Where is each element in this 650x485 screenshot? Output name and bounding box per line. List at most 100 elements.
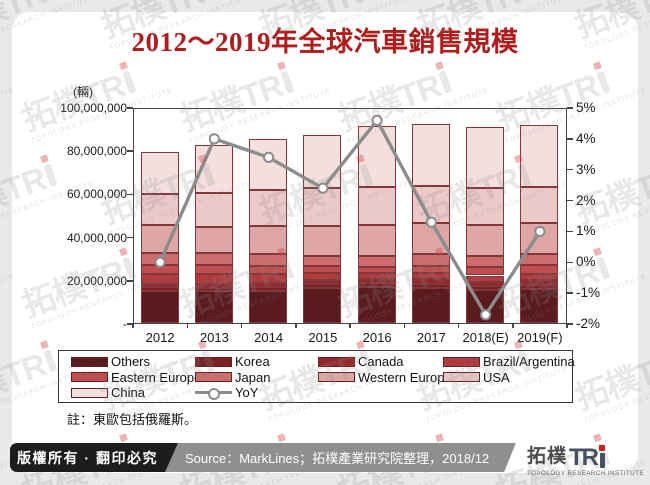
legend-item-brazil-argentina: Brazil/Argentina	[443, 354, 575, 369]
y-axis-right-tick	[567, 323, 573, 325]
x-axis-tick	[186, 324, 188, 328]
y-axis-right-tick	[567, 199, 573, 202]
legend-swatch-icon	[195, 356, 232, 367]
bar-segment-usa	[194, 192, 233, 227]
legend-label: YoY	[235, 385, 259, 401]
tri-logo-cjk: 拓樸	[527, 446, 568, 467]
x-axis-tick-label: 2016	[362, 330, 392, 345]
bar-segment-canada	[520, 280, 559, 285]
y-axis-right-tick-label: 5%	[576, 100, 596, 115]
x-axis-tick	[295, 324, 297, 328]
note-text: 註：東歐包括俄羅斯。	[67, 412, 198, 427]
bar-segment-eastern-europe	[520, 265, 559, 274]
bar-segment-others	[249, 290, 288, 323]
legend-label: Korea	[235, 354, 270, 370]
bar-segment-korea	[249, 286, 288, 291]
bar-segment-western-europe	[411, 223, 450, 255]
bar-segment-eastern-europe	[194, 264, 233, 274]
bar-segment-japan	[520, 253, 559, 266]
y-axis-left-tick	[127, 193, 133, 196]
bar-segment-korea	[520, 284, 559, 289]
bar-segment-canada	[140, 283, 179, 288]
y-axis-left-tick-label: 80,000,000	[66, 144, 127, 159]
legend-swatch-icon	[71, 387, 108, 398]
legend-item-japan: Japan	[195, 370, 318, 385]
x-axis-tick	[132, 324, 134, 328]
y-axis-right-tick-label: 4%	[576, 130, 596, 146]
legend-swatch-icon	[318, 356, 355, 367]
y-axis-right-tick	[567, 138, 573, 140]
bar-segment-usa	[303, 188, 342, 227]
y-axis-right-tick	[567, 168, 573, 171]
legend-swatch-icon	[443, 372, 480, 383]
y-axis-unit-label: (輛)	[73, 85, 93, 99]
bar-segment-japan	[357, 255, 396, 267]
bar-segment-eastern-europe	[140, 264, 179, 274]
x-axis-tick-label: 2014	[254, 330, 284, 345]
bar-segment-others	[357, 286, 396, 323]
plot-area	[133, 108, 567, 324]
x-axis-tick	[349, 324, 351, 328]
bar-segment-korea	[466, 286, 505, 291]
bar-segment-western-europe	[194, 226, 233, 254]
bar-segment-china	[520, 125, 559, 187]
legend-item-korea: Korea	[195, 354, 318, 369]
bar-segment-western-europe	[520, 223, 559, 254]
bar-segment-brazil-argentina	[357, 273, 396, 279]
y-axis-right-tick	[567, 107, 573, 109]
bar-segment-usa	[411, 186, 450, 224]
bar-segment-brazil-argentina	[140, 273, 179, 284]
y-axis-left-tick	[127, 280, 133, 282]
x-axis-tick	[512, 324, 514, 328]
bar-segment-japan	[249, 253, 288, 266]
x-axis-tick-label: 2018(E)	[462, 330, 509, 345]
bar-segment-canada	[411, 279, 450, 284]
x-axis-tick-label: 2012	[145, 330, 175, 345]
bar-segment-western-europe	[303, 226, 342, 256]
legend-label: Others	[111, 354, 151, 370]
legend-box: Others Korea Canada Brazil/Argentina Eastern…	[58, 350, 575, 403]
footer-source-bar: Source：MarkLines；拓樸產業研究院整理，2018/12	[159, 443, 516, 472]
legend-item-usa: USA	[443, 370, 575, 385]
legend-item-western-europe: Western Europe	[318, 370, 452, 385]
y-axis-left-tick	[127, 236, 133, 239]
y-axis-left-tick-label: -	[123, 317, 127, 331]
legend-swatch-icon	[71, 356, 108, 367]
bar-segment-usa	[140, 194, 179, 226]
bar-segment-canada	[303, 279, 342, 284]
bar-segment-china	[140, 152, 179, 195]
bar-segment-others	[140, 290, 179, 323]
bar-segment-western-europe	[249, 225, 288, 254]
bar-segment-korea	[357, 282, 396, 287]
bar-segment-korea	[140, 287, 179, 291]
bar-segment-brazil-argentina	[194, 273, 233, 284]
y-axis-right-tick	[567, 292, 573, 294]
yoy-line-icon	[195, 387, 232, 400]
bar-segment-western-europe	[140, 225, 179, 254]
bar-segment-usa	[249, 190, 288, 226]
bar-segment-eastern-europe	[357, 266, 396, 274]
x-axis-tick-label: 2013	[199, 330, 229, 345]
y-axis-left-tick-label: 20,000,000	[66, 273, 127, 288]
bar-segment-others	[466, 290, 505, 323]
x-axis-tick	[566, 324, 568, 328]
chart-title: 2012～2019年全球汽車銷售規模	[131, 27, 519, 57]
bar-segment-canada	[466, 281, 505, 287]
bar-segment-china	[357, 126, 396, 187]
bar-segment-eastern-europe	[466, 267, 505, 276]
bar-segment-china	[303, 135, 342, 189]
bar-segment-usa	[520, 186, 559, 224]
bar-segment-others	[411, 287, 450, 323]
y-axis-right-tick-label: 3%	[576, 161, 596, 177]
bar-segment-brazil-argentina	[411, 273, 450, 280]
y-axis-right-tick	[567, 230, 573, 233]
bar-segment-others	[194, 290, 233, 323]
y-axis-right-tick-label: 1%	[576, 223, 596, 239]
bar-segment-japan	[466, 255, 505, 268]
footer-copyright-bar: 版權所有 · 翻印必究	[10, 443, 178, 472]
tri-logo-tagline: TOPOLOGY RESEARCH INSTITUTE	[527, 470, 644, 477]
legend-swatch-icon	[71, 372, 108, 383]
bar-segment-eastern-europe	[249, 265, 288, 274]
bar-segment-korea	[411, 283, 450, 288]
